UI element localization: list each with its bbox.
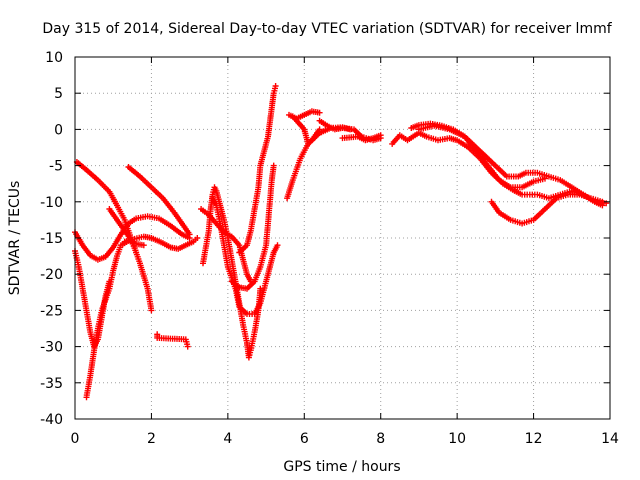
- chart-title: Day 315 of 2014, Sidereal Day-to-day VTE…: [42, 21, 612, 37]
- x-tick-label: 10: [448, 431, 466, 447]
- series-arc-12: [228, 162, 277, 292]
- series-arc-21: [415, 122, 610, 207]
- y-tick-label: -20: [40, 267, 63, 283]
- y-tick-label: 5: [54, 86, 63, 102]
- data-point-markers: [289, 113, 323, 147]
- series-arc-13: [236, 83, 279, 256]
- series-arc-7: [121, 233, 201, 252]
- x-tick-label: 4: [223, 431, 232, 447]
- data-point-markers: [228, 162, 277, 292]
- x-tick-label: 8: [376, 431, 385, 447]
- series-arc-8: [154, 331, 191, 350]
- x-tick-label: 12: [525, 431, 543, 447]
- series-arc-16: [289, 113, 323, 147]
- data-point-markers: [236, 83, 279, 256]
- y-axis-label: SDTVAR / TECUs: [7, 181, 23, 296]
- plot-data: [72, 83, 610, 401]
- data-point-markers: [488, 191, 606, 227]
- data-point-markers: [408, 120, 548, 191]
- y-tick-label: 10: [45, 50, 63, 66]
- data-point-markers: [286, 108, 323, 122]
- data-point-markers: [125, 164, 193, 238]
- data-point-markers: [121, 233, 201, 252]
- x-axis-label: GPS time / hours: [283, 459, 400, 475]
- y-tick-label: -25: [40, 303, 63, 319]
- x-tick-label: 14: [601, 431, 619, 447]
- series-arc-20: [408, 120, 548, 191]
- x-tick-label: 0: [71, 431, 80, 447]
- data-point-markers: [83, 237, 147, 401]
- data-point-markers: [154, 331, 191, 350]
- y-tick-label: -5: [49, 159, 63, 175]
- y-tick-label: -35: [40, 376, 63, 392]
- x-tick-label: 2: [147, 431, 156, 447]
- axis-ticks: 0 2 4 6 8 10 12 14 -40 -35 -30 -25 -20 -15 -10 -5 0 5 10: [40, 50, 619, 447]
- series-arc-15: [286, 108, 323, 122]
- y-tick-label: 0: [54, 122, 63, 138]
- y-tick-label: -15: [40, 231, 63, 247]
- y-tick-label: -30: [40, 340, 63, 356]
- series-arc-6: [125, 164, 193, 238]
- series-arc-18: [339, 132, 384, 144]
- series-arc-4: [83, 237, 147, 401]
- x-tick-label: 6: [300, 431, 309, 447]
- y-tick-label: -10: [40, 195, 63, 211]
- y-tick-label: -40: [40, 412, 63, 428]
- data-point-markers: [415, 122, 610, 207]
- data-point-markers: [339, 132, 384, 144]
- series-arc-22: [488, 191, 606, 227]
